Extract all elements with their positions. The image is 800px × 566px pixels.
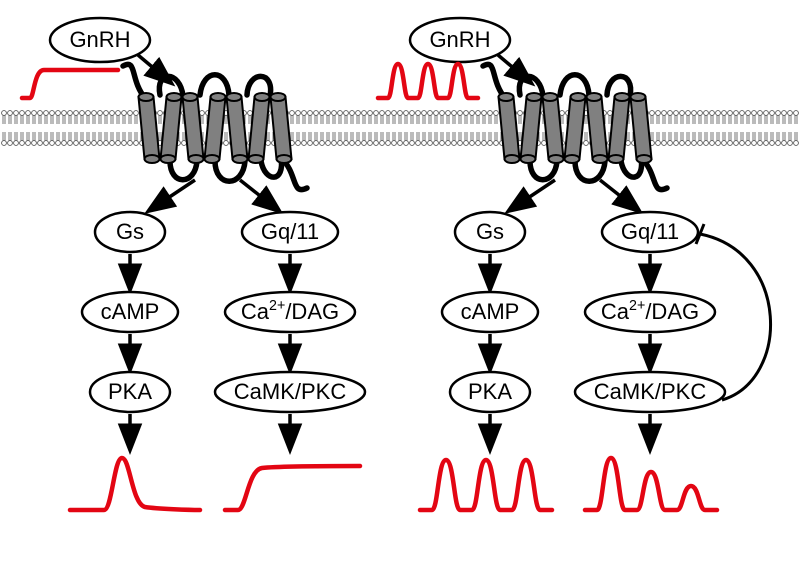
output-signal-camk-right bbox=[585, 458, 717, 510]
camk-left-node: CaMK/PKC bbox=[215, 372, 365, 412]
gs-right-node: Gs bbox=[455, 212, 525, 252]
gq-left-node: Gq/11 bbox=[242, 212, 338, 252]
camk-right-label: CaMK/PKC bbox=[594, 379, 707, 404]
camp-left-label: cAMP bbox=[101, 299, 160, 324]
receptor-left bbox=[123, 64, 307, 189]
gnrh-left-label: GnRH bbox=[69, 27, 130, 52]
pka-left-label: PKA bbox=[108, 379, 152, 404]
arrow-gnrh-to-rec-right bbox=[498, 55, 530, 82]
membrane-lipids bbox=[2, 111, 799, 146]
camp-right-node: cAMP bbox=[442, 292, 538, 332]
ca-dag-right-label: Ca2+/DAG bbox=[601, 298, 699, 324]
gs-right-label: Gs bbox=[476, 219, 504, 244]
ca-dag-right-node: Ca2+/DAG bbox=[585, 292, 715, 332]
gs-left-label: Gs bbox=[116, 219, 144, 244]
arrow-recR-gs bbox=[510, 180, 555, 210]
gnrh-left-node: GnRH bbox=[50, 18, 150, 62]
ca-dag-left-node: Ca2+/DAG bbox=[225, 292, 355, 332]
arrow-recR-gq bbox=[600, 180, 638, 210]
input-signal-pulsatile bbox=[378, 64, 478, 98]
pka-right-node: PKA bbox=[450, 372, 530, 412]
output-signal-camk-left bbox=[225, 466, 360, 510]
pka-left-node: PKA bbox=[90, 372, 170, 412]
camk-right-node: CaMK/PKC bbox=[575, 372, 725, 412]
gs-left-node: Gs bbox=[95, 212, 165, 252]
camp-left-node: cAMP bbox=[82, 292, 178, 332]
input-signal-tonic bbox=[22, 70, 118, 98]
camk-left-label: CaMK/PKC bbox=[234, 379, 347, 404]
gnrh-right-node: GnRH bbox=[410, 18, 510, 62]
output-signal-pka-left bbox=[70, 458, 200, 510]
pka-right-label: PKA bbox=[468, 379, 512, 404]
camp-right-label: cAMP bbox=[461, 299, 520, 324]
receptor-right bbox=[483, 64, 667, 189]
arrow-gnrh-to-rec-left bbox=[138, 55, 170, 82]
gq-right-label: Gq/11 bbox=[621, 219, 679, 244]
ca-dag-left-label: Ca2+/DAG bbox=[241, 298, 339, 324]
signaling-diagram: GnRH GnRH Gs Gq/11 Gs Gq/11 cAMP bbox=[0, 0, 800, 566]
output-signal-pka-right bbox=[420, 460, 552, 510]
gnrh-right-label: GnRH bbox=[429, 27, 490, 52]
arrow-recL-gs bbox=[150, 180, 195, 210]
arrow-recL-gq bbox=[240, 180, 278, 210]
gq-left-label: Gq/11 bbox=[261, 219, 319, 244]
gq-right-node: Gq/11 bbox=[602, 212, 698, 252]
